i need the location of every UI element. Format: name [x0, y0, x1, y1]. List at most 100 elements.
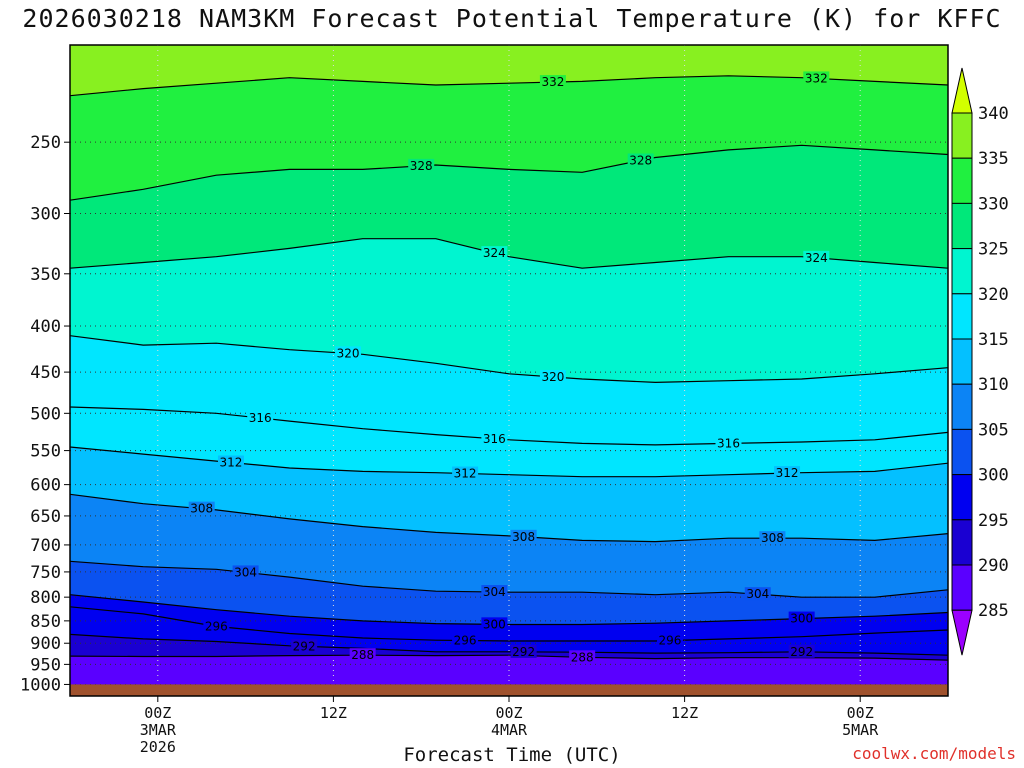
y-tick-label: 950	[30, 655, 61, 675]
colorbar-segment	[951, 519, 973, 566]
colorbar-label: 295	[978, 511, 1009, 531]
contour-label-316: 316	[717, 436, 740, 450]
contour-label-300: 300	[790, 612, 813, 626]
colorbar-label: 310	[978, 375, 1009, 395]
contour-label-332: 332	[541, 75, 564, 89]
contour-label-324: 324	[805, 251, 828, 265]
theta-color-bands	[70, 45, 948, 696]
colorbar-label: 290	[978, 556, 1009, 576]
contour-label-296: 296	[205, 619, 228, 633]
x-tick-label: 00Z	[144, 704, 171, 722]
y-tick-label: 650	[30, 507, 61, 527]
contour-label-bg	[349, 648, 376, 662]
contour-label-bg	[291, 639, 318, 653]
contour-label-bg	[788, 611, 815, 625]
contour-312	[70, 446, 948, 478]
contour-label-324: 324	[483, 246, 506, 260]
contour-label-292: 292	[512, 645, 535, 659]
contour-label-316: 316	[483, 432, 506, 446]
contour-label-bg	[335, 346, 362, 360]
colorbar-label: 335	[978, 149, 1009, 169]
contour-328	[70, 144, 948, 201]
y-tick-label: 450	[30, 363, 61, 383]
colorbar-segment	[951, 383, 973, 430]
colorbar-segment	[951, 112, 973, 159]
x-tick-label: 00Z	[495, 704, 522, 722]
y-tick-label: 350	[30, 265, 61, 285]
contour-label-bg	[510, 529, 537, 543]
contour-label-bg	[539, 75, 566, 89]
colorbar-segment	[951, 202, 973, 250]
contour-label-308: 308	[761, 531, 784, 545]
contour-label-308: 308	[512, 530, 535, 544]
contour-label-bg	[452, 633, 479, 647]
colorbar-segment	[951, 474, 973, 521]
gridlines	[70, 45, 948, 696]
contour-label-312: 312	[220, 455, 243, 469]
contour-label-304: 304	[483, 585, 506, 599]
colorbar-label: 330	[978, 194, 1009, 214]
x-tick-label: 5MAR	[842, 721, 879, 739]
contour-316	[70, 406, 948, 446]
contour-label-288: 288	[571, 650, 594, 664]
y-tick-label: 1000	[20, 675, 61, 695]
colorbar-label: 340	[978, 104, 1009, 124]
colorbar-label: 300	[978, 466, 1009, 486]
x-tick-label: 2026	[140, 738, 176, 756]
contour-label-328: 328	[410, 159, 433, 173]
y-tick-label: 800	[30, 588, 61, 608]
y-tick-label: 600	[30, 476, 61, 496]
contour-320	[70, 335, 948, 384]
contour-label-bg	[788, 644, 815, 658]
y-tick-label: 550	[30, 442, 61, 462]
contour-label-304: 304	[746, 587, 769, 601]
contour-label-bg	[232, 565, 259, 579]
y-tick-label: 400	[30, 317, 61, 337]
y-tick-label: 500	[30, 404, 61, 424]
colorbar-label: 315	[978, 330, 1009, 350]
y-tick-label: 700	[30, 536, 61, 556]
contour-label-bg	[481, 431, 508, 445]
contour-label-bg	[452, 466, 479, 480]
contour-label-bg	[247, 410, 274, 424]
colorbar-label: 325	[978, 240, 1009, 260]
contour-label-332: 332	[805, 71, 828, 85]
contour-label-bg	[217, 455, 244, 469]
contour-label-bg	[803, 250, 830, 264]
contour-label-bg	[656, 633, 683, 647]
contour-label-320: 320	[541, 370, 564, 384]
contour-label-308: 308	[190, 502, 213, 516]
colorbar-segment	[951, 428, 973, 476]
contour-label-bg	[803, 71, 830, 85]
contour-332	[70, 75, 948, 97]
ground-surface	[70, 684, 948, 696]
y-tick-label: 900	[30, 634, 61, 654]
contour-label-300: 300	[483, 617, 506, 631]
y-tick-label: 300	[30, 205, 61, 225]
colorbar: 285 290 295 300 305 310 315 320 325 330 335 340	[951, 67, 1009, 656]
y-axis: 2503003504004505005506006507007508008509…	[20, 133, 70, 695]
contour-label-320: 320	[337, 346, 360, 360]
contour-label-bg	[408, 158, 435, 172]
contour-label-bg	[715, 436, 742, 450]
source-credit: coolwx.com/models	[852, 744, 1016, 763]
contour-label-316: 316	[249, 411, 272, 425]
contour-labels: 288 288 292 292 292 296 296 296 300 300 304 304 304 3…	[188, 71, 830, 664]
colorbar-segment	[951, 564, 973, 611]
colorbar-segment	[951, 338, 973, 385]
y-tick-label: 850	[30, 612, 61, 632]
contour-label-292: 292	[293, 639, 316, 653]
x-tick-label: 00Z	[847, 704, 874, 722]
contour-label-304: 304	[234, 565, 257, 579]
contour-label-328: 328	[629, 154, 652, 168]
contour-324	[70, 238, 948, 269]
contour-label-bg	[510, 644, 537, 658]
y-tick-label: 750	[30, 563, 61, 583]
x-tick-label: 12Z	[320, 704, 347, 722]
contour-label-bg	[569, 650, 596, 664]
contour-label-312: 312	[776, 466, 799, 480]
contour-label-bg	[744, 587, 771, 601]
contour-label-bg	[759, 531, 786, 545]
contour-label-bg	[481, 617, 508, 631]
